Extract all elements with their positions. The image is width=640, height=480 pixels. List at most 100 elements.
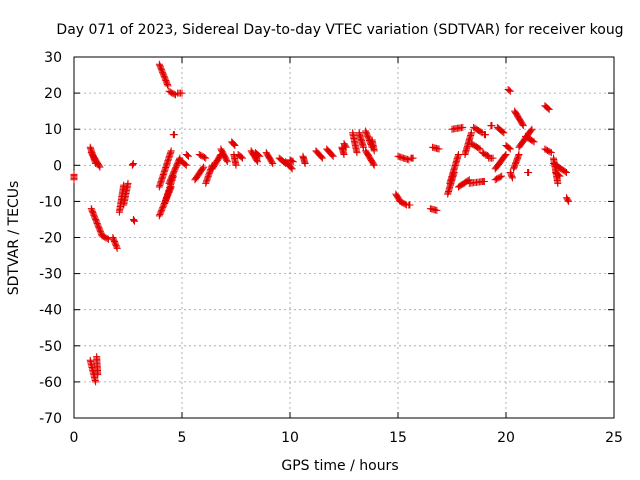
data-point [328,151,336,159]
x-tick-label: 10 [281,430,299,446]
data-points [70,60,573,386]
data-point [506,87,514,95]
data-point [318,154,326,162]
data-point [238,154,246,162]
data-point [113,244,121,252]
data-point [167,147,175,155]
data-point [130,217,138,225]
data-point [231,141,239,149]
data-point [178,89,186,97]
data-point [288,157,296,165]
data-point [301,159,309,167]
data-point [502,150,510,158]
data-point [501,152,509,160]
data-point [232,161,240,169]
x-tick-label: 0 [70,430,79,446]
data-point [564,196,572,204]
y-tick-label: 0 [53,158,62,174]
data-point [94,371,102,379]
data-point [342,143,350,151]
data-point [256,152,264,160]
data-point [181,160,189,168]
data-point [489,154,497,162]
data-point [527,126,535,134]
data-point [481,131,489,139]
data-point [95,162,103,170]
data-point [103,235,111,243]
data-point [433,206,441,214]
data-point [547,149,555,157]
data-point [370,160,378,168]
x-axis-label: GPS time / hours [281,458,398,474]
data-point [506,145,514,153]
data-point [223,156,231,164]
data-point [555,171,563,179]
data-point [269,159,277,167]
plot-frame [73,56,615,419]
chart-title: Day 071 of 2023, Sidereal Day-to-day VTE… [56,22,623,38]
data-point [129,160,137,168]
y-tick-label: -10 [39,194,62,210]
data-point [184,152,192,160]
data-point [498,172,506,180]
data-point [435,145,443,153]
y-axis-label: SDTVAR / TECUs [6,181,22,296]
data-point [341,142,349,150]
data-point [223,158,231,166]
data-point [480,178,488,186]
data-point [170,131,178,139]
y-tick-label: -20 [39,231,62,247]
data-point [92,378,100,386]
data-point [529,137,537,145]
data-point [528,125,536,133]
data-point [544,104,552,112]
data-point [488,122,496,130]
data-point [554,179,562,187]
data-point [499,128,507,136]
data-point [255,151,263,159]
data-point [562,169,570,177]
data-point [508,173,516,181]
y-tick-label: -70 [39,411,62,427]
data-point [113,243,121,251]
data-point [96,163,104,171]
data-point [254,158,262,166]
data-point [268,158,276,166]
data-point [525,169,533,177]
data-point [467,129,475,137]
data-point [288,165,296,173]
y-tick-label: -30 [39,267,62,283]
data-point [202,154,210,162]
data-point [237,153,245,161]
data-point [70,176,78,184]
data-point [340,150,348,158]
data-point [183,151,191,159]
data-point [200,163,208,171]
data-point [496,173,504,181]
data-point [289,158,297,166]
data-point [200,153,208,161]
data-point [129,215,137,223]
data-point [459,123,467,131]
data-point [454,150,462,158]
data-point [317,153,325,161]
x-tick-labels: 0 5 10 15 20 25 [70,430,623,446]
data-point [163,81,171,89]
data-point [164,82,172,90]
y-tick-label: 30 [44,50,62,66]
data-point [370,147,378,155]
data-point [287,164,295,172]
data-point [515,150,523,158]
data-point [409,154,417,162]
data-point [199,164,207,172]
data-point [370,161,378,169]
data-point [545,105,553,113]
y-tick-labels: -70 -60 -50 -40 -30 -20 -10 0 10 20 30 [39,50,62,427]
data-point [329,152,337,160]
data-point [546,148,554,156]
data-point [359,143,367,151]
data-point [505,86,513,94]
data-point [170,90,178,98]
x-tick-label: 20 [497,430,515,446]
